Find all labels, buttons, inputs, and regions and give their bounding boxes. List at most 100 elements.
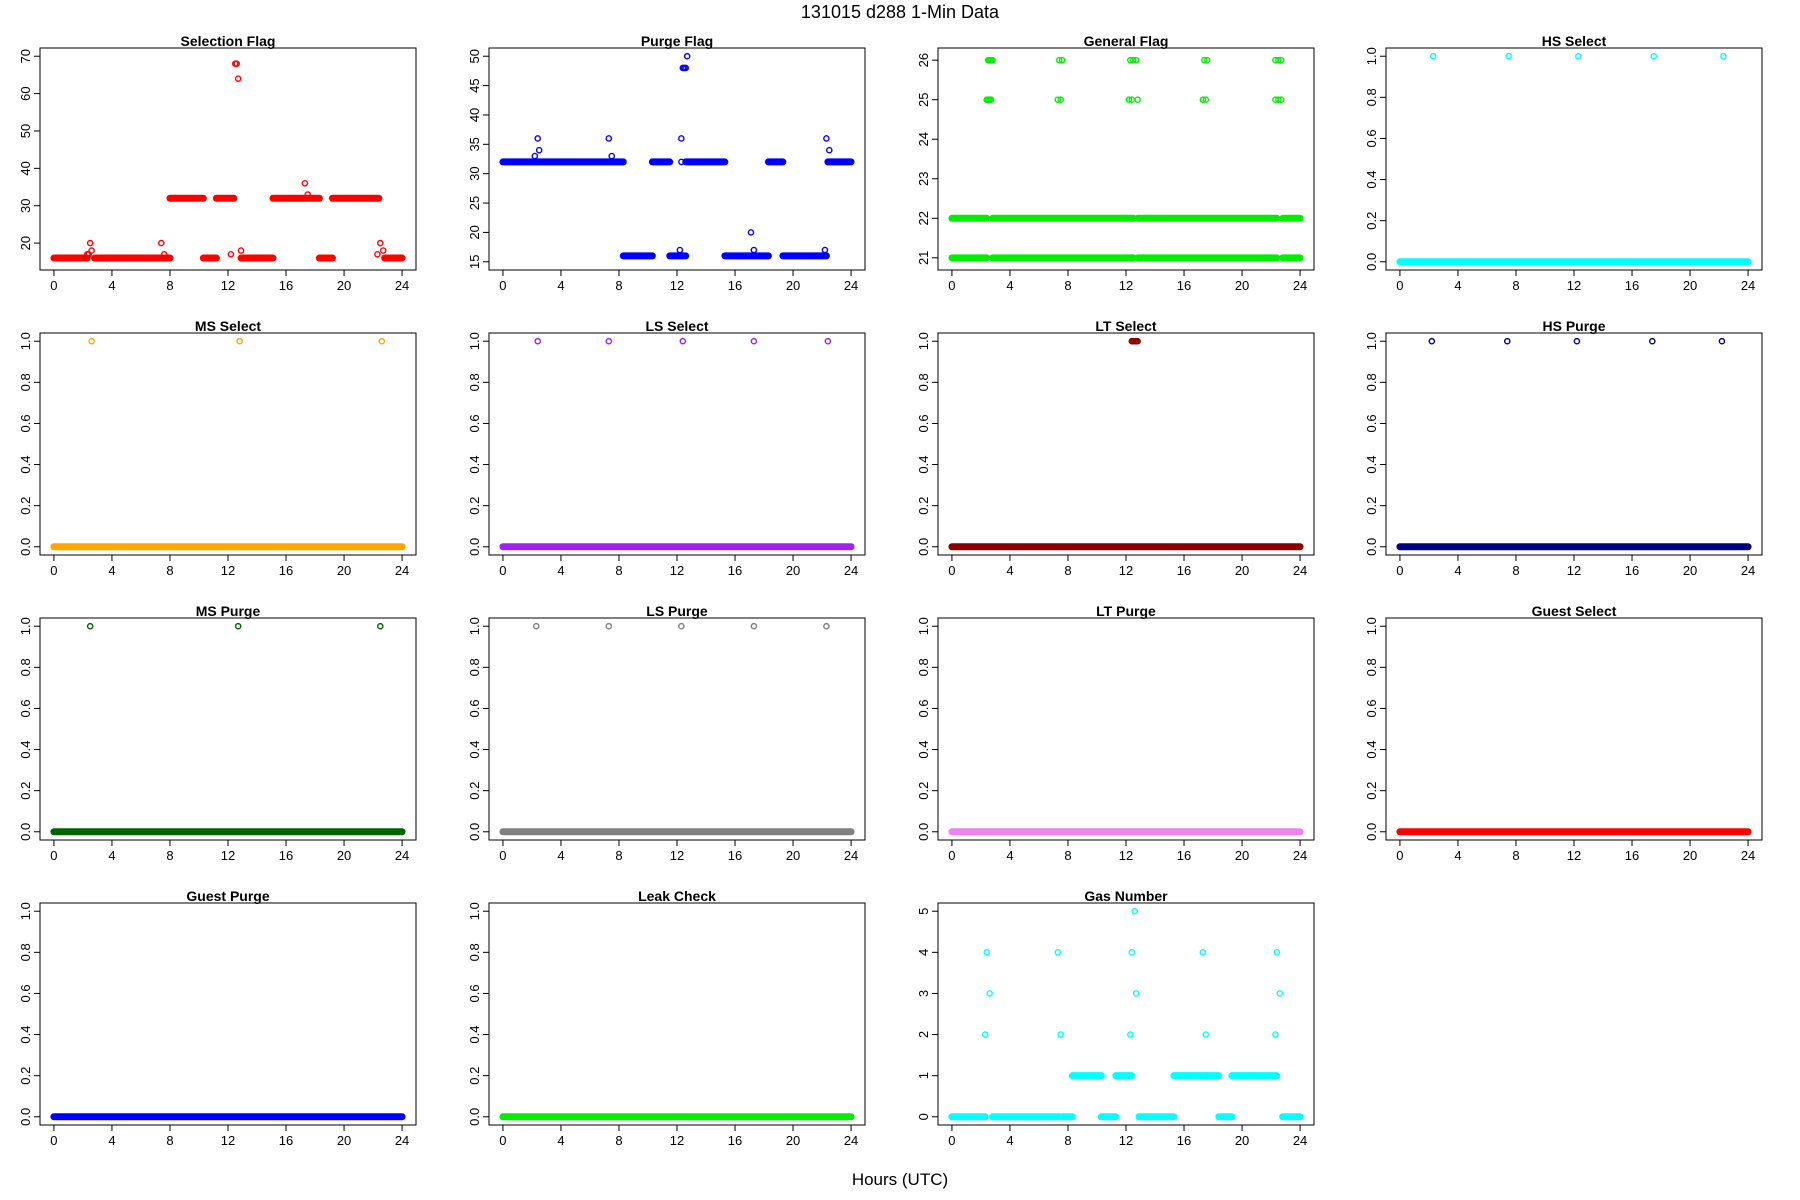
data-point — [1202, 96, 1210, 104]
y-tick-label: 1.0 — [18, 617, 33, 635]
y-tick-label: 0.4 — [467, 741, 482, 759]
data-point — [989, 56, 996, 64]
x-tick-label: 8 — [166, 1133, 173, 1148]
y-tick-label: 15 — [467, 255, 482, 269]
y-tick-label: 25 — [916, 92, 931, 106]
x-tick-label: 4 — [1454, 848, 1461, 863]
data-point — [534, 337, 542, 345]
x-tick-label: 8 — [1064, 848, 1071, 863]
panel-title: LT Purge — [1096, 603, 1156, 619]
x-tick-label: 4 — [1006, 848, 1013, 863]
y-tick-label: 40 — [467, 108, 482, 122]
data-point — [1272, 1031, 1279, 1038]
panel-title: LS Purge — [646, 603, 708, 619]
y-tick-label: 0.0 — [18, 538, 33, 556]
data-point — [678, 158, 685, 166]
data-point — [86, 239, 94, 247]
data-point — [88, 247, 95, 254]
y-tick-label: 0.2 — [467, 1067, 482, 1085]
y-tick-label: 0.2 — [18, 497, 33, 515]
panel-title: Guest Purge — [186, 888, 269, 904]
panel-leak-check: Leak Check 0 4 8 12 16 20 24 0.0 0.2 0.4 0.6 0.8 1.0 — [467, 888, 866, 1148]
panel-title: HS Select — [1542, 33, 1607, 49]
y-tick-label: 0.8 — [1364, 373, 1379, 391]
y-tick-label: 1 — [916, 1072, 931, 1079]
data-point — [1650, 52, 1658, 60]
data-point — [86, 622, 94, 630]
data-point — [1057, 96, 1065, 104]
x-tick-label: 24 — [1293, 563, 1307, 578]
data-point — [679, 337, 687, 345]
x-tick-label: 12 — [670, 278, 684, 293]
panel-hs-select: HS Select 0 4 8 12 16 20 24 0.0 0.2 0.4 0.6 0.8 1.0 — [1364, 33, 1763, 293]
x-tick-label: 24 — [844, 278, 858, 293]
data-point — [1055, 56, 1063, 64]
data-point — [1275, 96, 1282, 104]
y-tick-label: 0.6 — [18, 984, 33, 1002]
panel-title: Guest Select — [1532, 603, 1617, 619]
y-tick-label: 20 — [467, 225, 482, 239]
plot-frame — [39, 617, 417, 841]
x-tick-label: 4 — [1454, 563, 1461, 578]
y-tick-label: 0.6 — [916, 414, 931, 432]
y-tick-label: 0.2 — [18, 1067, 33, 1085]
data-point — [162, 254, 169, 262]
panel-title: HS Purge — [1542, 318, 1605, 334]
x-tick-label: 0 — [948, 1133, 955, 1148]
panel-title: LT Select — [1095, 318, 1157, 334]
data-point — [1429, 52, 1437, 60]
data-point — [1277, 56, 1285, 64]
x-tick-label: 20 — [1235, 563, 1249, 578]
y-tick-label: 1.0 — [467, 617, 482, 635]
data-point — [1058, 56, 1066, 64]
data-point — [379, 247, 387, 254]
y-tick-label: 0.8 — [18, 658, 33, 676]
data-point — [981, 1031, 989, 1038]
y-tick-label: 35 — [467, 137, 482, 151]
y-tick-label: 0.2 — [1364, 497, 1379, 515]
y-tick-label: 0.8 — [467, 943, 482, 961]
x-tick-label: 16 — [1177, 848, 1191, 863]
y-tick-label: 0.4 — [18, 1026, 33, 1044]
data-point — [160, 251, 168, 258]
x-tick-label: 20 — [337, 278, 351, 293]
x-tick-label: 0 — [50, 563, 57, 578]
panel-title: MS Purge — [196, 603, 261, 619]
x-tick-label: 12 — [221, 278, 235, 293]
plot-frame — [39, 902, 417, 1126]
x-tick-label: 20 — [1235, 848, 1249, 863]
y-tick-label: 40 — [18, 161, 33, 175]
y-tick-label: 0.4 — [467, 1026, 482, 1044]
x-tick-label: 16 — [1177, 278, 1191, 293]
panel-guest-select: Guest Select 0 4 8 12 16 20 24 0.0 0.2 0.4 0.6 0.8 1.… — [1364, 603, 1763, 863]
x-tick-label: 12 — [670, 563, 684, 578]
data-point — [304, 191, 312, 198]
panel-ls-select: LS Select 0 4 8 12 16 20 24 0.0 0.2 0.4 0.6 0.8 1.0 — [467, 318, 866, 578]
y-tick-label: 0.4 — [1364, 741, 1379, 759]
x-tick-label: 24 — [844, 563, 858, 578]
data-point — [1127, 1031, 1134, 1038]
y-tick-label: 0.0 — [467, 823, 482, 841]
data-point — [605, 622, 613, 630]
panel-guest-purge: Guest Purge 0 4 8 12 16 20 24 0.0 0.2 0.4 0.6 0.8 1.0 — [18, 888, 417, 1148]
x-tick-label: 8 — [1064, 563, 1071, 578]
y-tick-label: 1.0 — [1364, 617, 1379, 635]
x-tick-label: 24 — [844, 1133, 858, 1148]
panel-lt-select: LT Select 0 4 8 12 16 20 24 0.0 0.2 0.4 0.6 0.8 1.0 — [916, 318, 1315, 578]
y-tick-label: 0.6 — [916, 699, 931, 717]
x-tick-label: 4 — [557, 1133, 564, 1148]
data-point — [824, 337, 832, 345]
x-tick-label: 16 — [728, 1133, 742, 1148]
plot-frame — [39, 47, 417, 271]
y-tick-label: 0.8 — [916, 658, 931, 676]
y-tick-label: 0.0 — [916, 538, 931, 556]
panel-ms-purge: MS Purge 0 4 8 12 16 20 24 0.0 0.2 0.4 0.6 0.8 1.0 — [18, 603, 417, 863]
x-tick-label: 0 — [1396, 563, 1403, 578]
x-tick-label: 24 — [395, 278, 409, 293]
x-tick-label: 4 — [557, 278, 564, 293]
x-tick-label: 0 — [1396, 278, 1403, 293]
x-tick-label: 4 — [1006, 1133, 1013, 1148]
x-tick-label: 8 — [615, 848, 622, 863]
y-tick-label: 0.8 — [916, 373, 931, 391]
